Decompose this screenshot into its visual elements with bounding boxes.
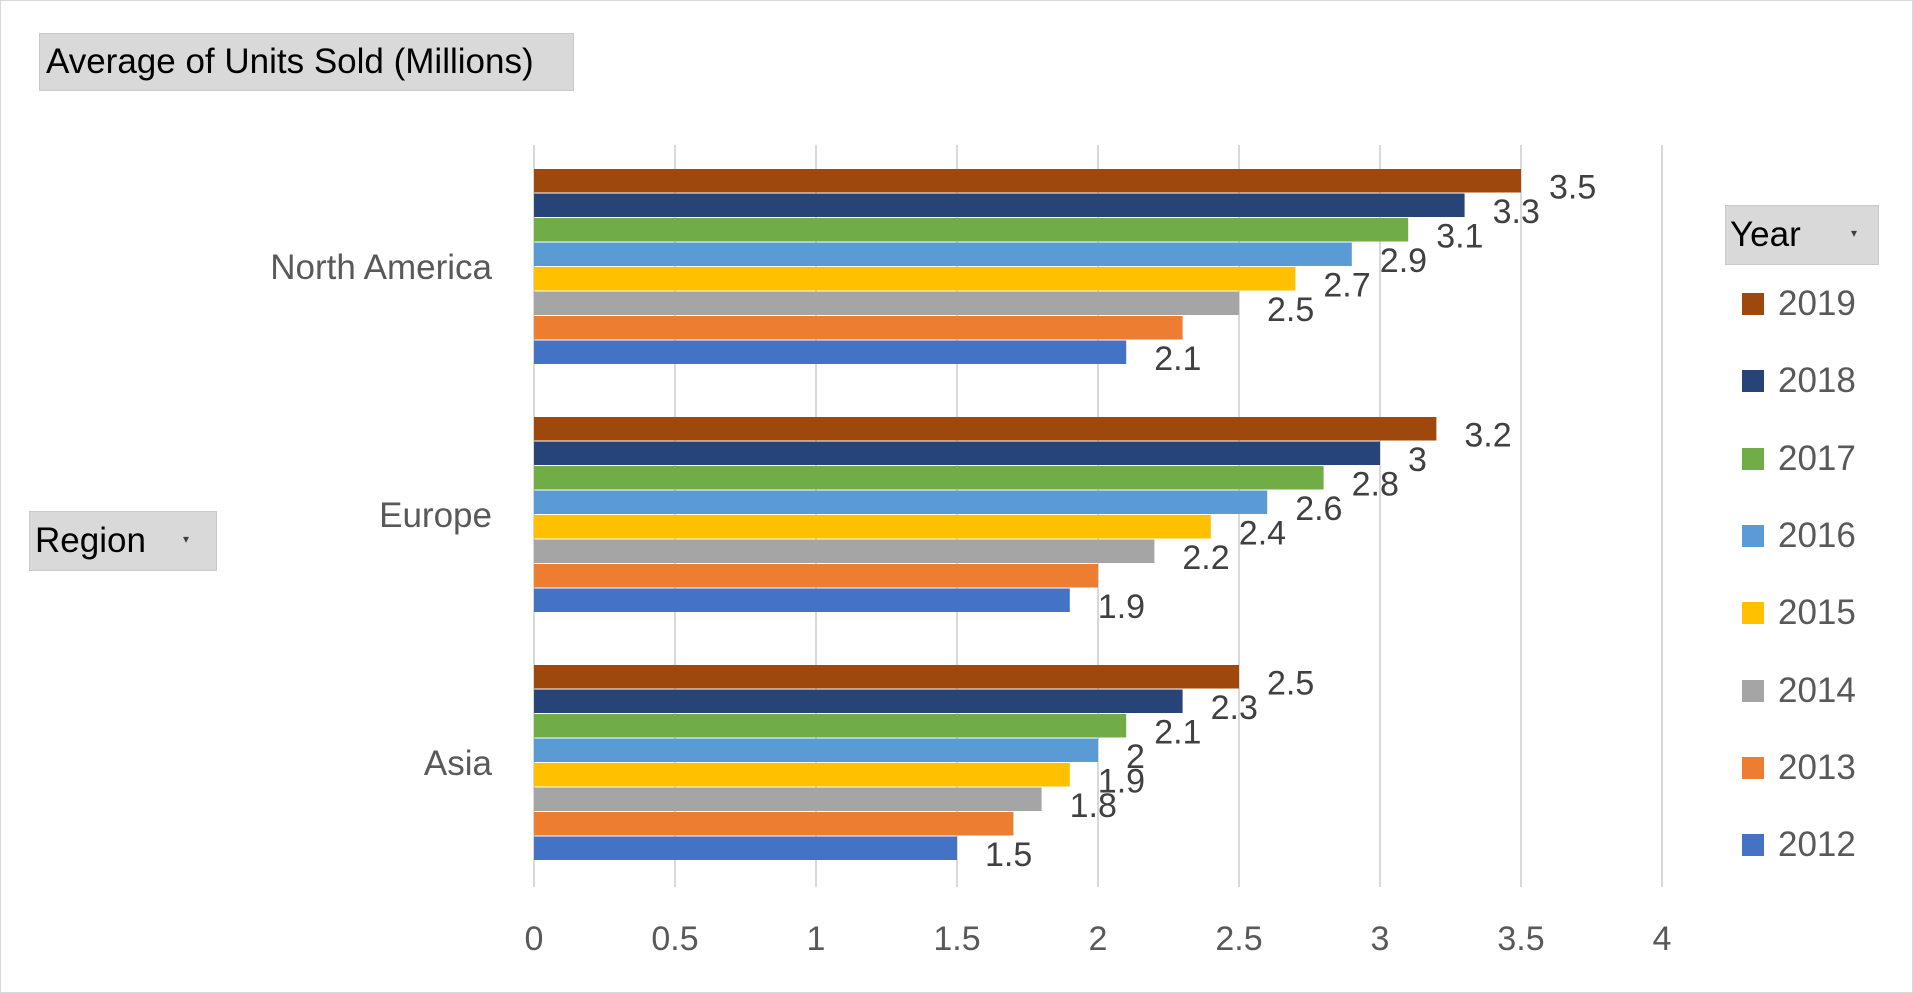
x-tick-label: 3.5 <box>1497 920 1544 958</box>
legend-entry-2018[interactable]: 2018 <box>1742 361 1856 401</box>
legend-swatch <box>1742 293 1764 315</box>
bar-2016-europe[interactable] <box>534 490 1268 515</box>
legend-label: 2013 <box>1778 748 1856 787</box>
legend-entry-2015[interactable]: 2015 <box>1742 593 1856 633</box>
data-label: 3.2 <box>1464 416 1511 454</box>
region-field-label: Region <box>35 521 146 560</box>
data-label: 1.8 <box>1070 787 1117 825</box>
bar-2012-asia[interactable] <box>534 836 957 861</box>
bar-2014-europe[interactable] <box>534 539 1155 564</box>
bar-2013-asia[interactable] <box>534 812 1014 836</box>
data-label: 2.2 <box>1182 539 1229 577</box>
data-label: 2.6 <box>1295 490 1342 528</box>
bar-2019-north-america[interactable] <box>534 169 1521 193</box>
x-tick-label: 0.5 <box>651 920 698 958</box>
bar-2015-europe[interactable] <box>534 515 1211 539</box>
x-tick-label: 2 <box>1089 920 1108 958</box>
legend-entry-2019[interactable]: 2019 <box>1742 284 1856 324</box>
x-tick-label: 1 <box>807 920 826 958</box>
chevron-down-icon[interactable]: ▾ <box>1851 226 1858 240</box>
legend-label: 2012 <box>1778 825 1856 864</box>
legend-swatch <box>1742 370 1764 392</box>
bar-2013-europe[interactable] <box>534 564 1098 588</box>
region-field-button[interactable]: Region ▾ <box>29 511 217 571</box>
legend-swatch <box>1742 834 1764 856</box>
data-label: 3.3 <box>1493 193 1540 231</box>
legend-entry-2013[interactable]: 2013 <box>1742 748 1856 788</box>
data-label: 2.1 <box>1154 340 1201 378</box>
data-label: 2.7 <box>1323 266 1370 304</box>
legend-entry-2016[interactable]: 2016 <box>1742 516 1856 556</box>
bar-2012-north-america[interactable] <box>534 340 1127 365</box>
legend-swatch <box>1742 525 1764 547</box>
legend-label: 2016 <box>1778 516 1856 555</box>
legend-label: 2017 <box>1778 439 1856 478</box>
category-label: North America <box>270 248 492 287</box>
values-field-button[interactable]: Average of Units Sold (Millions) <box>39 33 574 91</box>
bar-2012-europe[interactable] <box>534 588 1070 613</box>
legend-swatch <box>1742 757 1764 779</box>
bar-2017-europe[interactable] <box>534 466 1324 490</box>
data-label: 1.9 <box>1098 762 1145 800</box>
legend-label: 2018 <box>1778 361 1856 400</box>
bar-2014-asia[interactable] <box>534 787 1042 812</box>
data-label: 3.5 <box>1549 168 1596 206</box>
data-label: 3 <box>1408 441 1427 479</box>
bar-2018-europe[interactable] <box>534 441 1380 466</box>
legend-entry-2014[interactable]: 2014 <box>1742 671 1856 711</box>
chevron-down-icon[interactable]: ▾ <box>183 532 190 546</box>
legend-entry-2017[interactable]: 2017 <box>1742 439 1856 479</box>
data-label: 2 <box>1126 738 1145 776</box>
bar-2014-north-america[interactable] <box>534 291 1239 316</box>
bar-2018-north-america[interactable] <box>534 193 1465 218</box>
data-label: 1.9 <box>1098 588 1145 626</box>
year-field-button[interactable]: Year ▾ <box>1725 205 1879 265</box>
x-tick-label: 3 <box>1371 920 1390 958</box>
x-tick-label: 1.5 <box>933 920 980 958</box>
category-label: Asia <box>424 744 493 783</box>
bar-2017-asia[interactable] <box>534 714 1127 738</box>
data-label: 2.4 <box>1239 514 1286 552</box>
legend-entry-2012[interactable]: 2012 <box>1742 825 1856 865</box>
data-label: 2.5 <box>1267 664 1314 702</box>
data-label: 2.9 <box>1380 242 1427 280</box>
values-field-label: Average of Units Sold (Millions) <box>46 42 534 81</box>
year-field-label: Year <box>1730 215 1801 254</box>
bar-2019-europe[interactable] <box>534 417 1437 441</box>
bar-2013-north-america[interactable] <box>534 316 1183 340</box>
bar-2015-asia[interactable] <box>534 763 1070 787</box>
x-tick-label: 2.5 <box>1215 920 1262 958</box>
bar-2016-north-america[interactable] <box>534 242 1352 267</box>
legend-label: 2014 <box>1778 671 1856 710</box>
data-label: 2.3 <box>1211 689 1258 727</box>
bar-2015-north-america[interactable] <box>534 267 1296 291</box>
legend-label: 2019 <box>1778 284 1856 323</box>
data-label: 2.1 <box>1154 713 1201 751</box>
bar-2016-asia[interactable] <box>534 738 1098 763</box>
x-tick-label: 0 <box>525 920 544 958</box>
legend-label: 2015 <box>1778 593 1856 632</box>
data-label: 2.8 <box>1352 465 1399 503</box>
bar-2019-asia[interactable] <box>534 665 1239 689</box>
bar-2018-asia[interactable] <box>534 689 1183 714</box>
x-tick-label: 4 <box>1653 920 1672 958</box>
data-label: 3.1 <box>1436 217 1483 255</box>
category-label: Europe <box>379 496 492 535</box>
legend-swatch <box>1742 680 1764 702</box>
legend-swatch <box>1742 602 1764 624</box>
legend-swatch <box>1742 448 1764 470</box>
data-label: 1.5 <box>985 836 1032 874</box>
bar-2017-north-america[interactable] <box>534 218 1409 242</box>
data-label: 2.5 <box>1267 291 1314 329</box>
